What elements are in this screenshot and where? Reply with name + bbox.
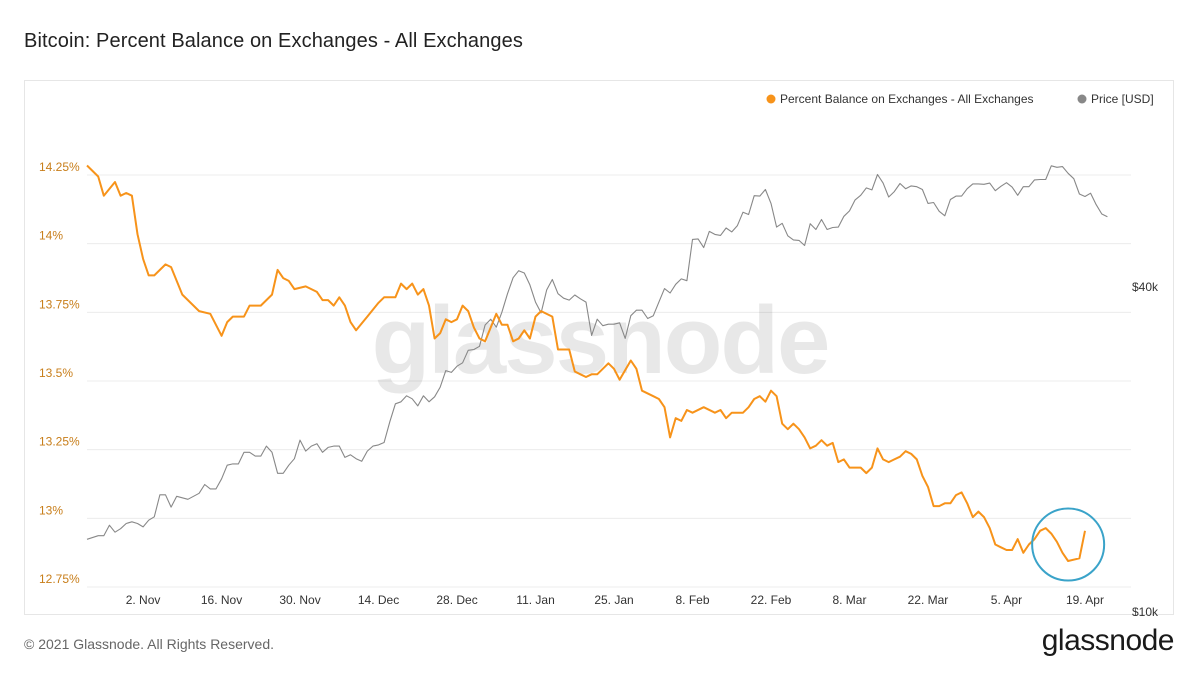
left-axis-labels: 14.25% 14% 13.75% 13.5% 13.25% 13% 12.75% [39, 160, 80, 586]
left-tick-label: 12.75% [39, 572, 80, 586]
x-tick-label: 16. Nov [201, 593, 242, 607]
left-tick-label: 13.5% [39, 366, 73, 380]
x-tick-label: 19. Apr [1066, 593, 1104, 607]
grid-lines [87, 174, 1131, 588]
chart: glassnode 14.25%14%13.75%13.5%13.25%13%1… [39, 92, 1159, 616]
x-tick-label: 25. Jan [594, 593, 633, 607]
x-tick-label: 30. Nov [279, 593, 320, 607]
highlight-circle [1031, 507, 1106, 582]
legend-label-price: Price [USD] [1091, 92, 1154, 106]
x-tick-label: 22. Feb [751, 593, 792, 607]
footer-copyright: © 2021 Glassnode. All Rights Reserved. [24, 636, 275, 652]
x-tick-label: 8. Mar [832, 593, 866, 607]
series-lines [86, 164, 1108, 562]
x-tick-label: 11. Jan [516, 593, 554, 607]
x-tick-label: 28. Dec [436, 593, 477, 607]
chart-panel: glassnode 14.25% 14% 13.75% 13.5% 13.25% 13% 1… [24, 80, 1174, 616]
annotations [1031, 507, 1106, 582]
watermark-logo: glassnode [372, 287, 829, 394]
legend-label-balance: Percent Balance on Exchanges - All Excha… [780, 92, 1034, 106]
right-axis-labels: $40k $10k [1132, 280, 1159, 616]
x-tick-label: 8. Feb [675, 593, 709, 607]
x-tick-label: 14. Dec [358, 593, 399, 607]
left-tick-label: 13.25% [39, 435, 80, 449]
left-tick-label: 13% [39, 503, 63, 517]
x-tick-label: 22. Mar [908, 593, 949, 607]
legend-marker-price [1077, 94, 1087, 104]
right-tick-label: $10k [1132, 605, 1159, 616]
right-tick-label: $40k [1132, 280, 1159, 294]
balance-line [86, 164, 1086, 562]
left-tick-label: 14.25% [39, 160, 80, 174]
brand-logo: glassnode [1041, 624, 1175, 657]
left-tick-label: 13.75% [39, 297, 80, 311]
price-line [86, 165, 1108, 540]
x-tick-label: 2. Nov [126, 593, 161, 607]
legend: Percent Balance on Exchanges - All Excha… [766, 92, 1154, 106]
legend-marker-balance [766, 94, 776, 104]
x-tick-label: 5. Apr [991, 593, 1022, 607]
left-tick-label: 14% [39, 229, 63, 243]
x-axis-labels: 2. Nov 16. Nov 30. Nov 14. Dec 28. Dec 11. Ja… [126, 593, 1104, 607]
page-title: Bitcoin: Percent Balance on Exchanges - … [24, 30, 523, 52]
